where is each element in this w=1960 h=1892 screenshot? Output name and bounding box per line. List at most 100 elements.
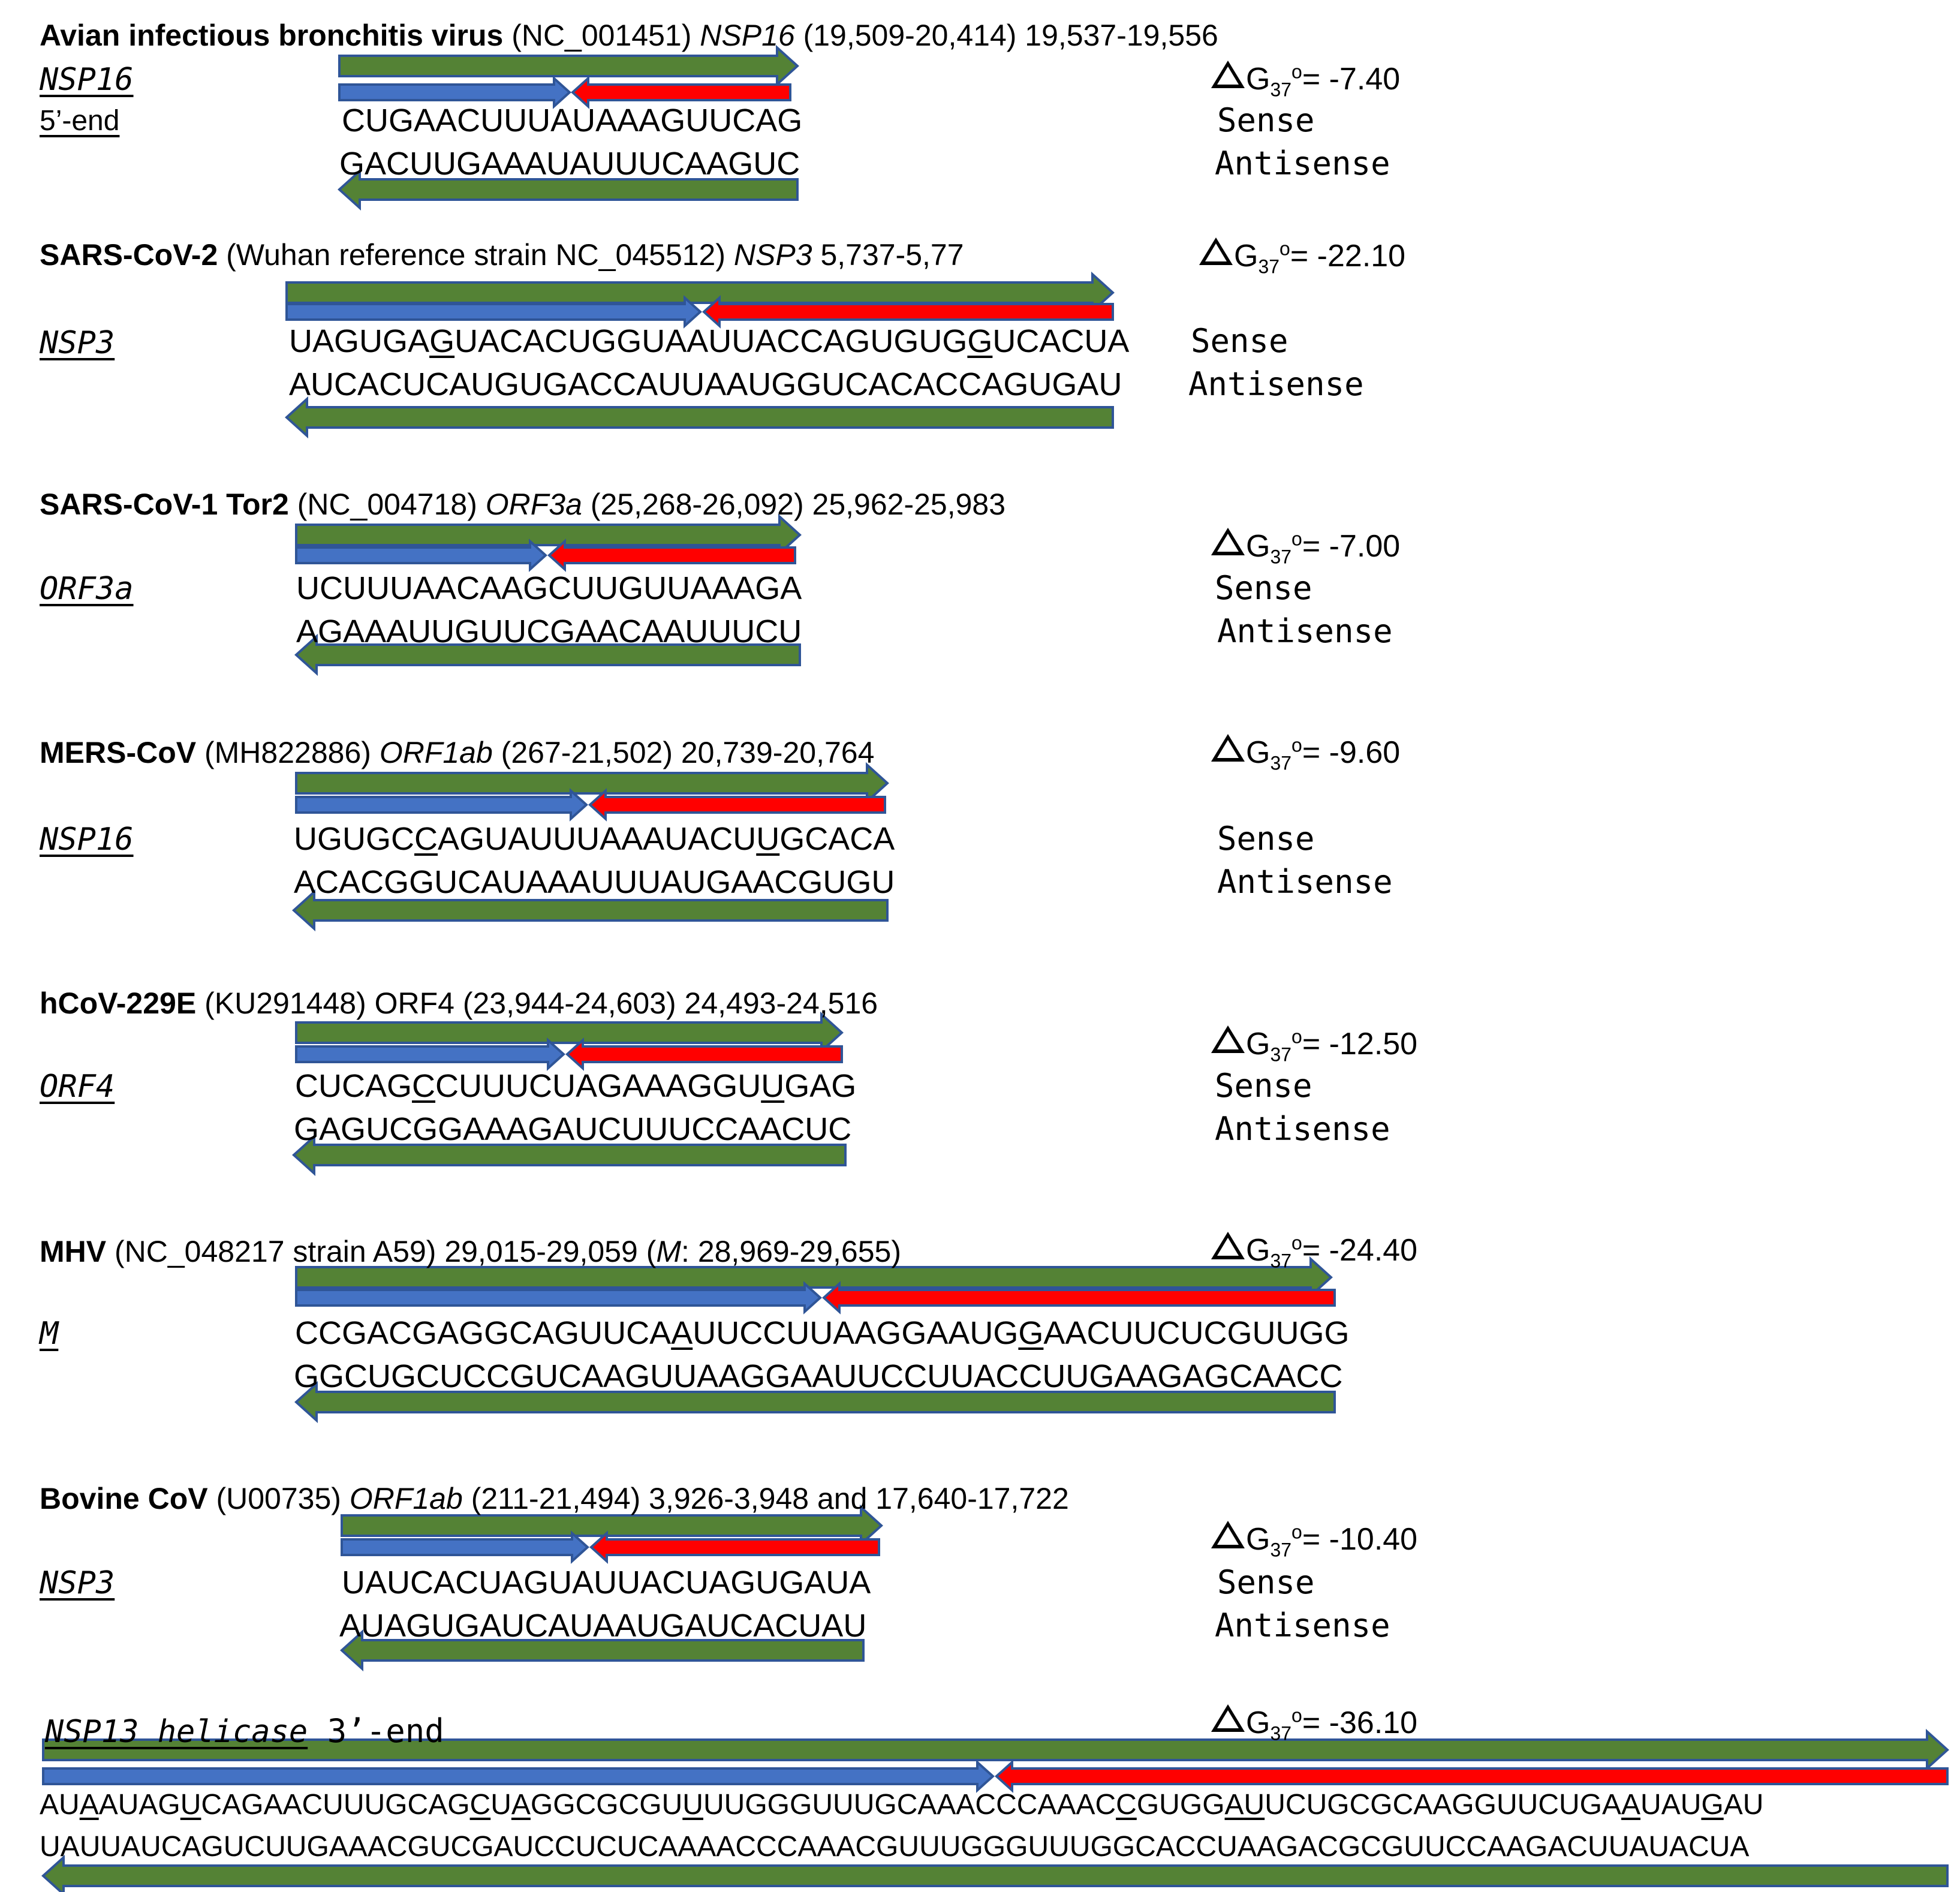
delta-icon [1211,734,1245,762]
right-half-arrow-mers [588,788,886,822]
right-half-arrow-bovine [589,1530,880,1564]
delta-g-temperature: 37 [1270,546,1292,568]
header-mers: MERS-CoV (MH822886) ORF1ab (267-21,502) … [40,738,874,768]
antisense-arrow-sars1 [294,633,801,676]
header-segment: SARS-CoV-1 Tor2 [40,488,289,521]
antisense-arrow-mhv [294,1380,1336,1424]
delta-g-temperature: 37 [1270,1043,1292,1066]
delta-g-value: = -7.40 [1302,62,1401,97]
sense-base-mutation: A [1621,1789,1641,1821]
header-segment: MHV [40,1235,107,1268]
header-sars2: SARS-CoV-2 (Wuhan reference strain NC_04… [40,240,964,270]
sense-sequence-sars2: UAGUGAGUACACUGGUAAUUACCAGUGUGGUCACUA [289,323,1130,359]
sense-label-bovine: Sense [1217,1563,1315,1601]
sense-sequence-sars1: UCUUUAACAAGCUUGUUAAAGA [296,570,802,606]
sense-base-mutation: U [756,821,780,857]
antisense-arrow-bovine [340,1629,865,1672]
header-segment: (KU291448) ORF4 (23,944-24,603) 24,493-2… [196,986,878,1020]
gene-label-sars2: NSP3 [40,325,115,361]
delta-g-degree: o [1279,237,1290,260]
delta-g-letter: G [1246,1027,1270,1061]
header-segment: (25,268-26,092) 25,962-25,983 [582,488,1006,521]
antisense-arrow-229e [292,1133,847,1177]
header-segment: (267-21,502) 20,739-20,764 [492,736,875,769]
right-half-arrow-nsp13 [995,1759,1949,1793]
gene-label-229e: ORF4 [40,1069,115,1105]
antisense-sequence-ibv: GACUUGAAAUAUUUCAAGUC [339,146,800,182]
antisense-sequence-mers: ACACGGUCAUAAAUUUAUGAACGUGU [294,864,895,900]
delta-g-temperature: 37 [1270,79,1292,101]
sense-arrow-mers [295,762,889,805]
gene-label-nsp13: NSP13 helicase [44,1714,308,1750]
sense-base-mutation: G [1018,1315,1044,1351]
sense-base-mutation: C [412,1068,436,1104]
sense-base-mutation: G [429,323,455,359]
header-segment: ORF3a [485,488,582,521]
left-half-arrow-229e [295,1037,565,1071]
sense-label-229e: Sense [1215,1067,1312,1105]
sense-sequence-nsp13: AUAAUAGUCAGAACUUUGCAGCUAGGCGCGUUUUGGGUUU… [40,1789,1764,1821]
sense-arrow-229e [295,1011,844,1054]
header-segment: (U00735) [207,1482,350,1515]
header-sars1: SARS-CoV-1 Tor2 (NC_004718) ORF3a (25,26… [40,489,1005,519]
delta-g-letter: G [1246,1522,1270,1557]
sense-base-mutation: C [1116,1789,1137,1821]
sense-sequence-mhv: CCGACGAGGCAGUUCAAUUCCUUAAGGAAUGGAACUUCUC… [295,1315,1350,1351]
antisense-sequence-nsp13: UAUUAUCAGUCUUGAAACGUCGAUCCUCUCAAAACCCAAA… [40,1831,1750,1863]
sense-base-mutation: U [682,1789,703,1821]
sense-sequence-mers: UGUGCCAGUAUUUAAAUACUUGCACA [294,821,895,857]
delta-g-sars2: G37o= -22.10 [1199,237,1406,276]
delta-g-degree: o [1291,1704,1302,1726]
header-mhv: MHV (NC_048217 strain A59) 29,015-29,059… [40,1237,901,1267]
header-segment: (211-21,494) 3,926-3,948 and 17,640-17,7… [462,1482,1069,1515]
end-label-nsp13: 3’-end [308,1712,444,1750]
sense-base-mutation: U [761,1068,785,1104]
left-half-arrow-sars1 [295,539,547,572]
sense-arrow-ibv [338,44,799,88]
delta-icon [1211,1025,1245,1053]
gene-label-ibv: NSP16 [40,62,134,98]
header-bovine: Bovine CoV (U00735) ORF1ab (211-21,494) … [40,1484,1069,1514]
antisense-sequence-229e: GAGUCGGAAAGAUCUUUCCAACUC [294,1111,852,1147]
sense-base-mutation: G [1701,1789,1724,1821]
header-229e: hCoV-229E (KU291448) ORF4 (23,944-24,603… [40,988,878,1018]
header-segment: M [656,1235,682,1268]
antisense-arrow-sars2 [285,396,1114,439]
sense-sequence-ibv: CUGAACUUUAUAAAGUUCAG [342,103,803,139]
antisense-arrow-ibv [338,168,799,211]
header-segment: hCoV-229E [40,986,197,1020]
delta-g-value: = -24.40 [1302,1233,1418,1268]
header-segment: (NC_001451) [503,19,700,52]
delta-icon [1211,1521,1245,1548]
sense-sequence-229e: CUCAGCCUUUCUAGAAAGGUUGAG [295,1068,857,1104]
right-half-arrow-mhv [822,1281,1336,1315]
header-segment: Bovine CoV [40,1482,208,1515]
sense-base-mutation: C [414,821,438,857]
antisense-label-bovine: Antisense [1215,1607,1390,1644]
sense-label-ibv: Sense [1217,101,1315,139]
right-half-arrow-ibv [571,76,791,109]
delta-g-value: = -10.40 [1302,1522,1418,1557]
delta-icon [1211,1232,1245,1259]
delta-g-229e: G37o= -12.50 [1211,1025,1417,1066]
delta-g-value: = -22.10 [1290,239,1406,273]
delta-g-value: = -36.10 [1302,1705,1418,1740]
delta-g-temperature: 37 [1270,1539,1292,1561]
delta-g-degree: o [1291,1232,1302,1254]
antisense-arrow-mers [292,889,889,932]
sense-base-mutation: C [469,1789,491,1821]
gene-label-sars1: ORF3a [40,571,134,607]
delta-g-ibv: G37o= -7.40 [1211,61,1401,101]
delta-g-temperature: 37 [1270,1250,1292,1272]
sense-arrow-sars1 [295,513,802,557]
delta-g-degree: o [1291,61,1302,83]
left-half-arrow-ibv [338,76,571,109]
antisense-sequence-sars1: AGAAAUUGUUCGAACAAUUUCU [296,613,802,649]
gene-label-mers: NSP16 [40,822,134,858]
antisense-sequence-mhv: GGCUGCUCCGUCAAGUUAAGGAAUUCCUUACCUUGAAGAG… [294,1358,1343,1394]
delta-g-bovine: G37o= -10.40 [1211,1521,1418,1561]
sense-label-mers: Sense [1217,820,1315,858]
header-ibv: Avian infectious bronchitis virus (NC_00… [40,20,1218,50]
left-half-arrow-sars2 [285,295,702,329]
